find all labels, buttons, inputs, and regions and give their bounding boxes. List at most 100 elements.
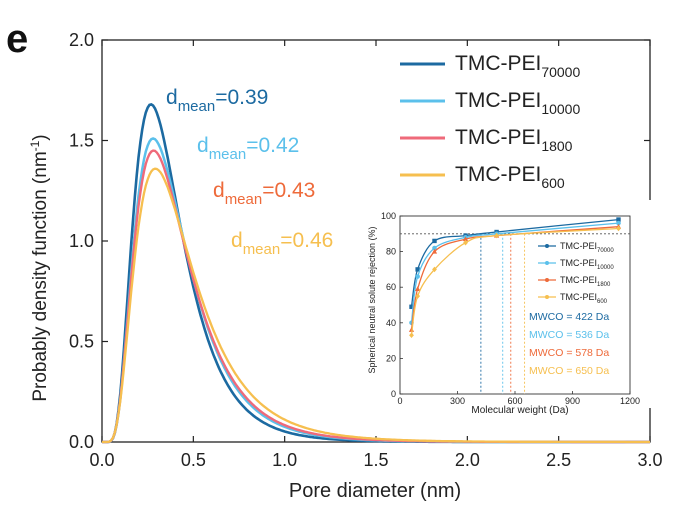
annotation-value: =0.42 xyxy=(246,134,299,157)
inset-series xyxy=(408,217,622,394)
legend-label-10000: TMC-PEI10000 xyxy=(455,89,580,117)
inset-y-tick-label: 40 xyxy=(386,318,396,328)
legend-name: TMC-PEI xyxy=(455,163,541,186)
y-tick-label: 2.0 xyxy=(69,30,94,50)
data-point-10000 xyxy=(432,245,437,251)
mwco-labels: MWCO = 422 Da MWCO = 536 Da MWCO = 578 Da M… xyxy=(529,311,609,377)
inset-legend-label-600: TMC-PEI600 xyxy=(560,292,608,305)
inset-y-tick-label: 0 xyxy=(391,389,396,399)
legend-subscript: 600 xyxy=(541,175,565,191)
x-tick-label: 2.5 xyxy=(546,450,571,470)
mean-annotation-70000: dmean=0.39 xyxy=(166,86,268,115)
y-tick-label: 0.0 xyxy=(69,432,94,452)
inset-legend: TMC-PEI70000TMC-PEI10000TMC-PEI1800TMC-P… xyxy=(538,241,614,305)
data-point-70000 xyxy=(616,217,621,222)
inset-x-tick-label: 1200 xyxy=(620,396,640,406)
x-tick-label: 1.0 xyxy=(272,450,297,470)
annotation-prefix: d xyxy=(166,86,178,109)
legend-subscript: 1800 xyxy=(541,138,572,154)
inset-legend-marker-1800 xyxy=(545,278,549,282)
inset-legend-label-10000: TMC-PEI10000 xyxy=(560,258,614,271)
annotation-subscript: mean xyxy=(178,98,216,115)
inset-legend-marker-10000 xyxy=(545,261,549,265)
x-tick-label: 2.0 xyxy=(455,450,480,470)
annotation-value: =0.39 xyxy=(215,86,268,109)
legend-label-70000: TMC-PEI70000 xyxy=(455,52,580,80)
annotation-subscript: mean xyxy=(209,146,247,163)
y-axis-label-sup: -1 xyxy=(28,140,42,151)
annotation-subscript: mean xyxy=(225,191,263,208)
y-axis-label: Probably density function (nm-1) xyxy=(28,134,51,401)
inset-y-tick-label: 80 xyxy=(386,247,396,257)
legend-subscript: 70000 xyxy=(541,64,580,80)
mwco-label-600: MWCO = 650 Da xyxy=(529,365,609,377)
inset-legend-label-1800: TMC-PEI1800 xyxy=(560,275,611,288)
inset-legend-subscript: 10000 xyxy=(597,265,614,271)
data-point-70000 xyxy=(409,304,414,309)
y-tick-label: 1.5 xyxy=(69,131,94,151)
data-point-1800 xyxy=(415,286,421,291)
legend-subscript: 10000 xyxy=(541,101,580,117)
data-point-600 xyxy=(463,239,468,246)
annotation-value: =0.46 xyxy=(280,229,333,252)
data-point-10000 xyxy=(415,274,420,279)
inset-legend-label-70000: TMC-PEI70000 xyxy=(560,241,614,254)
mwco-label-10000: MWCO = 536 Da xyxy=(529,329,609,341)
inset-y-tick-label: 100 xyxy=(381,211,396,221)
inset-x-tick-label: 900 xyxy=(565,396,580,406)
inset-x-tick-label: 0 xyxy=(397,396,402,406)
legend-name: TMC-PEI xyxy=(455,126,541,149)
legend-label-1800: TMC-PEI1800 xyxy=(455,126,573,154)
x-tick-label: 0.5 xyxy=(181,450,206,470)
data-point-1800 xyxy=(408,327,415,332)
pdf-curve-600 xyxy=(102,167,650,444)
inset-x-tick-label: 300 xyxy=(450,396,465,406)
inset-legend-marker-70000 xyxy=(545,244,549,248)
inset-legend-subscript: 1800 xyxy=(597,282,611,288)
inset-y-tick-label: 20 xyxy=(386,353,396,363)
y-tick-label: 0.5 xyxy=(69,332,94,352)
inset-legend-name: TMC-PEI xyxy=(560,275,597,285)
inset-y-axis-label: Spherical neutral solute rejection (%) xyxy=(367,226,377,373)
inset-y-tick-label: 60 xyxy=(386,282,396,292)
y-axis-label-main: Probably density function (nm xyxy=(30,151,51,401)
main-chart: 0.0 0.5 1.0 1.5 2.0 2.5 3.00.00.51.01.52.0 dme… xyxy=(28,30,663,502)
inset-legend-name: TMC-PEI xyxy=(560,258,597,268)
panel-label: e xyxy=(6,17,28,61)
main-curves xyxy=(102,102,650,444)
data-point-10000 xyxy=(616,220,621,226)
annotation-prefix: d xyxy=(197,134,209,157)
mwco-label-1800: MWCO = 578 Da xyxy=(529,347,609,359)
legend-name: TMC-PEI xyxy=(455,52,541,75)
data-point-1800 xyxy=(462,236,469,242)
mean-annotation-10000: dmean=0.42 xyxy=(197,134,299,163)
y-tick-label: 1.0 xyxy=(69,231,94,251)
annotation-prefix: d xyxy=(231,229,243,252)
inset-legend-name: TMC-PEI xyxy=(560,241,597,251)
data-point-600 xyxy=(494,232,499,239)
inset-axes: 0 300 600 900 1200 0 20 40 60 80 100 xyxy=(381,211,640,406)
inset-legend-marker-600 xyxy=(545,295,549,299)
data-point-600 xyxy=(415,293,421,299)
data-point-600 xyxy=(432,266,437,273)
y-axis-label-end: ) xyxy=(30,134,51,140)
data-point-600 xyxy=(616,225,621,232)
inset-legend-subscript: 600 xyxy=(597,299,608,305)
inset-x-tick-label: 600 xyxy=(507,396,522,406)
data-point-70000 xyxy=(415,267,420,272)
legend-name: TMC-PEI xyxy=(455,89,541,112)
inset-x-axis-label: Molecular weight (Da) xyxy=(471,405,568,416)
inset-legend-name: TMC-PEI xyxy=(560,292,597,302)
x-tick-label: 3.0 xyxy=(637,450,662,470)
annotation-prefix: d xyxy=(213,179,225,202)
legend-label-600: TMC-PEI600 xyxy=(455,163,565,191)
mwco-label-70000: MWCO = 422 Da xyxy=(529,311,609,323)
x-tick-label: 0.0 xyxy=(89,450,114,470)
main-legend: TMC-PEI70000TMC-PEI10000TMC-PEI1800TMC-P… xyxy=(400,52,580,191)
mean-annotation-600: dmean=0.46 xyxy=(231,229,333,258)
mean-annotation-1800: dmean=0.43 xyxy=(213,179,315,208)
annotation-value: =0.43 xyxy=(262,179,315,202)
